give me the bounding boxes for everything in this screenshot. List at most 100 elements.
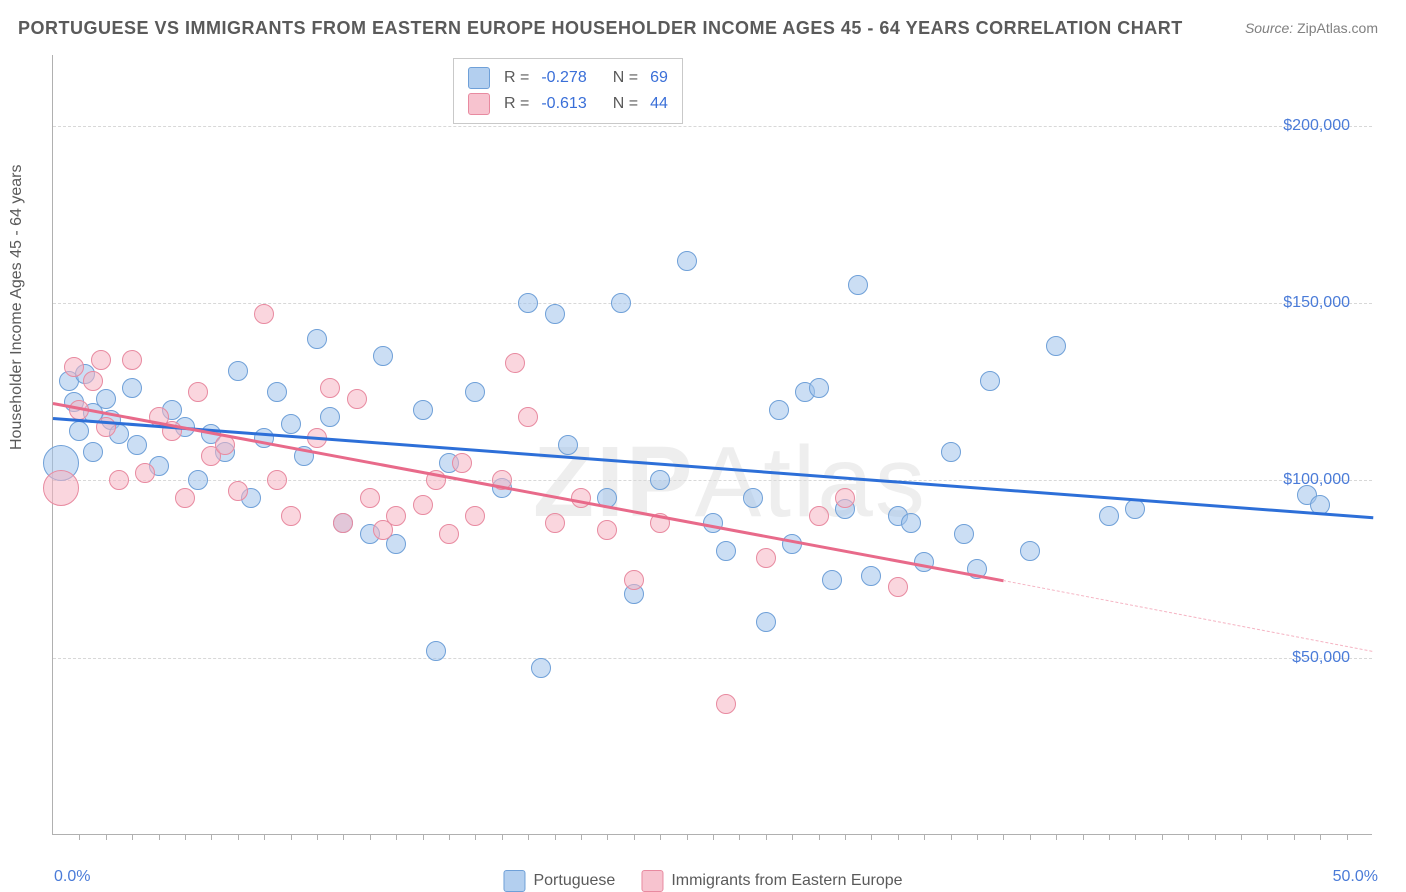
scatter-point (769, 400, 789, 420)
scatter-point (545, 513, 565, 533)
swatch-blue-icon (468, 67, 490, 89)
y-tick-label: $50,000 (1292, 649, 1350, 667)
x-tick (1083, 834, 1084, 840)
scatter-point (980, 371, 1000, 391)
x-tick (159, 834, 160, 840)
scatter-point (307, 329, 327, 349)
scatter-point (127, 435, 147, 455)
x-tick (898, 834, 899, 840)
scatter-point (1046, 336, 1066, 356)
x-tick (79, 834, 80, 840)
scatter-point (835, 488, 855, 508)
scatter-point (505, 353, 525, 373)
x-tick (106, 834, 107, 840)
scatter-point (333, 513, 353, 533)
scatter-point (848, 275, 868, 295)
scatter-point (597, 520, 617, 540)
scatter-point (809, 506, 829, 526)
x-tick (739, 834, 740, 840)
x-tick (713, 834, 714, 840)
x-tick (660, 834, 661, 840)
scatter-point (650, 470, 670, 490)
scatter-point (716, 541, 736, 561)
scatter-point (914, 552, 934, 572)
x-tick (343, 834, 344, 840)
x-tick (449, 834, 450, 840)
x-tick (607, 834, 608, 840)
x-tick (423, 834, 424, 840)
scatter-point (43, 470, 79, 506)
x-tick (634, 834, 635, 840)
x-tick (1215, 834, 1216, 840)
x-tick (1030, 834, 1031, 840)
x-tick (1267, 834, 1268, 840)
scatter-point (954, 524, 974, 544)
stat-label-n: N = (613, 69, 638, 87)
scatter-point (69, 421, 89, 441)
legend-item-portuguese: Portuguese (503, 870, 615, 892)
legend-item-immigrants: Immigrants from Eastern Europe (641, 870, 902, 892)
scatter-point (465, 506, 485, 526)
scatter-point (175, 488, 195, 508)
x-tick (396, 834, 397, 840)
scatter-point (756, 612, 776, 632)
stat-value-r2: -0.613 (541, 95, 586, 113)
gridline (53, 303, 1372, 304)
x-tick (370, 834, 371, 840)
source-credit: Source: ZipAtlas.com (1245, 20, 1378, 36)
x-tick (1241, 834, 1242, 840)
scatter-point (545, 304, 565, 324)
x-tick (845, 834, 846, 840)
x-tick (1003, 834, 1004, 840)
scatter-point (756, 548, 776, 568)
scatter-point (465, 382, 485, 402)
legend-label: Immigrants from Eastern Europe (671, 872, 902, 890)
scatter-point (901, 513, 921, 533)
scatter-point (267, 382, 287, 402)
scatter-point (861, 566, 881, 586)
scatter-point (809, 378, 829, 398)
x-tick (871, 834, 872, 840)
scatter-point (1020, 541, 1040, 561)
x-tick (1056, 834, 1057, 840)
scatter-point (518, 407, 538, 427)
watermark: ZIPAtlas (533, 425, 927, 540)
scatter-point (452, 453, 472, 473)
scatter-point (439, 524, 459, 544)
gridline (53, 126, 1372, 127)
x-tick (185, 834, 186, 840)
scatter-point (518, 293, 538, 313)
x-tick (502, 834, 503, 840)
scatter-point (320, 407, 340, 427)
scatter-point (188, 382, 208, 402)
scatter-point (83, 442, 103, 462)
chart-title: PORTUGUESE VS IMMIGRANTS FROM EASTERN EU… (18, 18, 1183, 39)
x-tick (951, 834, 952, 840)
x-tick (819, 834, 820, 840)
scatter-point (122, 378, 142, 398)
swatch-pink-icon (641, 870, 663, 892)
scatter-point (135, 463, 155, 483)
scatter-point (624, 570, 644, 590)
scatter-point (413, 495, 433, 515)
y-tick-label: $150,000 (1283, 294, 1350, 312)
scatter-point (386, 506, 406, 526)
series-legend: Portuguese Immigrants from Eastern Europ… (503, 870, 902, 892)
scatter-point (96, 389, 116, 409)
x-tick (1347, 834, 1348, 840)
scatter-point (228, 361, 248, 381)
x-tick (211, 834, 212, 840)
scatter-point (188, 470, 208, 490)
x-tick (1162, 834, 1163, 840)
scatter-point (611, 293, 631, 313)
x-tick (528, 834, 529, 840)
scatter-point (558, 435, 578, 455)
stat-label-r: R = (504, 69, 529, 87)
x-tick (977, 834, 978, 840)
scatter-plot-area: ZIPAtlas R = -0.278 N = 69 R = -0.613 N … (52, 55, 1372, 835)
x-tick (475, 834, 476, 840)
scatter-point (413, 400, 433, 420)
x-tick (1188, 834, 1189, 840)
stats-row-immigrants: R = -0.613 N = 44 (468, 91, 668, 117)
legend-label: Portuguese (533, 872, 615, 890)
